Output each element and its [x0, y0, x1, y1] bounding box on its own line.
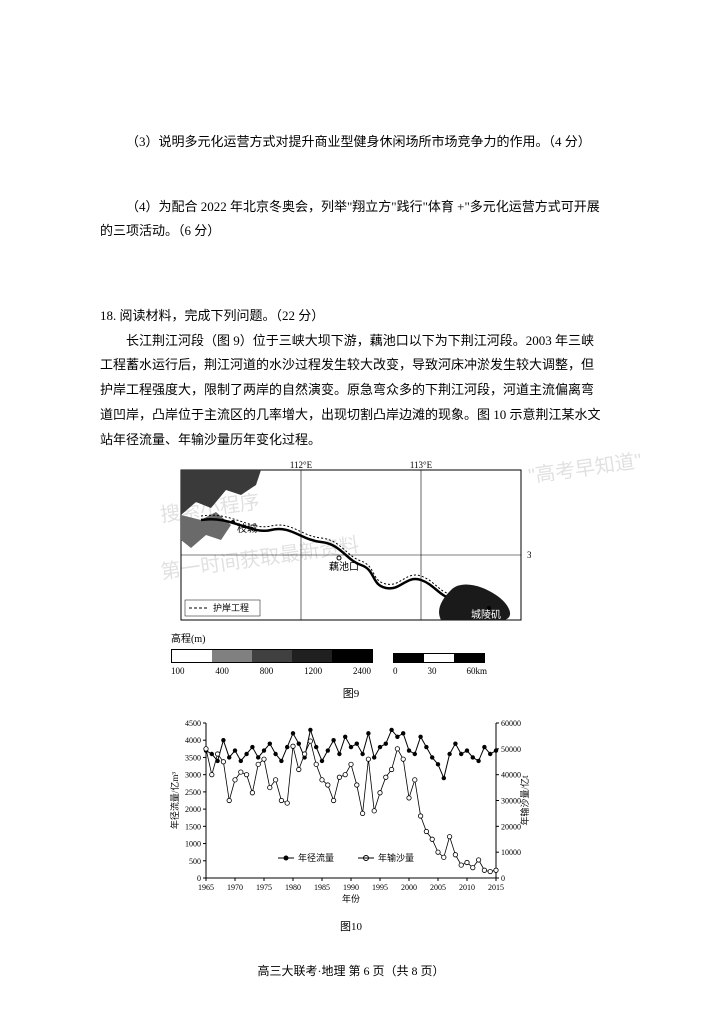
svg-text:年输沙量: 年输沙量 — [378, 852, 414, 863]
exam-page: （3）说明多元化运营方式对提升商业型健身休闲场所市场竞争力的作用。（4 分） （… — [0, 0, 702, 1023]
elevation-legend: 高程(m) 100 400 800 1200 — [171, 630, 373, 680]
svg-text:1985: 1985 — [314, 883, 330, 892]
svg-text:0: 0 — [197, 874, 201, 883]
question-3: （3）说明多元化运营方式对提升商业型健身休闲场所市场竞争力的作用。（4 分） — [100, 130, 602, 155]
svg-text:30000: 30000 — [501, 797, 521, 806]
svg-text:2005: 2005 — [430, 883, 446, 892]
svg-text:4000: 4000 — [185, 736, 201, 745]
svg-text:60000: 60000 — [501, 719, 521, 728]
q18-head: 18. 阅读材料，完成下列问题。（22 分） — [100, 304, 602, 329]
svg-text:年径流量/亿m³: 年径流量/亿m³ — [169, 772, 180, 830]
svg-text:1965: 1965 — [198, 883, 214, 892]
svg-text:2000: 2000 — [401, 883, 417, 892]
lon-label-1: 112°E — [290, 460, 313, 470]
city-zhicheng: 枝城 — [237, 522, 257, 535]
svg-text:1970: 1970 — [227, 883, 243, 892]
svg-text:40000: 40000 — [501, 771, 521, 780]
svg-text:3000: 3000 — [185, 771, 201, 780]
city-ouchi: 藕池口 — [329, 560, 359, 573]
figure-9-container: "高考早知道" 搜索小程序 第一时间获取最新资料 112°E 113°E 30°… — [100, 460, 602, 942]
svg-text:1975: 1975 — [256, 883, 272, 892]
lat-label: 30°N — [527, 550, 531, 560]
map-figure-9: 112°E 113°E 30°N 枝城 藕池口 城陵矶 — [171, 460, 531, 709]
svg-text:年份: 年份 — [342, 893, 360, 904]
svg-text:3500: 3500 — [185, 754, 201, 763]
svg-text:1500: 1500 — [185, 823, 201, 832]
scale-labels: 0 30 60km — [393, 663, 487, 680]
elev-seg — [172, 650, 212, 662]
elev-title: 高程(m) — [171, 630, 373, 649]
elev-seg — [212, 650, 252, 662]
svg-text:20000: 20000 — [501, 823, 521, 832]
question-4: （4）为配合 2022 年北京冬奥会，列举"翔立方"践行"体育 +"多元化运营方… — [100, 195, 602, 244]
map-svg: 112°E 113°E 30°N 枝城 藕池口 城陵矶 — [171, 460, 531, 630]
fig10-caption: 图10 — [340, 917, 362, 938]
chart-figure-10: 0 500 1000 1500 2000 2500 3000 3500 4000 4500 0 100… — [166, 713, 536, 913]
elev-labels: 100 400 800 1200 2400 — [171, 663, 371, 680]
svg-text:10000: 10000 — [501, 848, 521, 857]
svg-text:50000: 50000 — [501, 745, 521, 754]
svg-text:1995: 1995 — [372, 883, 388, 892]
lon-label-2: 113°E — [410, 460, 433, 470]
svg-text:2015: 2015 — [488, 883, 504, 892]
city-chenglingji: 城陵矶 — [471, 609, 501, 621]
svg-text:年径流量: 年径流量 — [298, 852, 334, 863]
elev-seg — [332, 650, 372, 662]
svg-text:2010: 2010 — [459, 883, 475, 892]
elev-bar — [171, 649, 373, 663]
elev-seg — [252, 650, 292, 662]
svg-text:0: 0 — [501, 874, 505, 883]
svg-text:1990: 1990 — [343, 883, 359, 892]
svg-text:4500: 4500 — [185, 719, 201, 728]
svg-text:2500: 2500 — [185, 788, 201, 797]
svg-text:1980: 1980 — [285, 883, 301, 892]
fig9-caption: 图9 — [171, 684, 531, 705]
svg-text:500: 500 — [189, 857, 201, 866]
svg-text:1000: 1000 — [185, 840, 201, 849]
legend-huan: 护岸工程 — [213, 602, 249, 613]
elev-seg — [292, 650, 332, 662]
svg-text:年输沙量/亿t: 年输沙量/亿t — [519, 775, 530, 826]
scale-legend: 0 30 60km — [393, 653, 487, 680]
question-18: 18. 阅读材料，完成下列问题。（22 分） 长江荆江河段（图 9）位于三峡大坝… — [100, 304, 602, 942]
scale-bar — [393, 653, 485, 663]
svg-text:2000: 2000 — [185, 805, 201, 814]
page-footer: 高三大联考·地理 第 6 页（共 8 页） — [100, 960, 602, 983]
q18-body: 长江荆江河段（图 9）位于三峡大坝下游，藕池口以下为下荆江河段。2003 年三峡… — [100, 329, 602, 452]
